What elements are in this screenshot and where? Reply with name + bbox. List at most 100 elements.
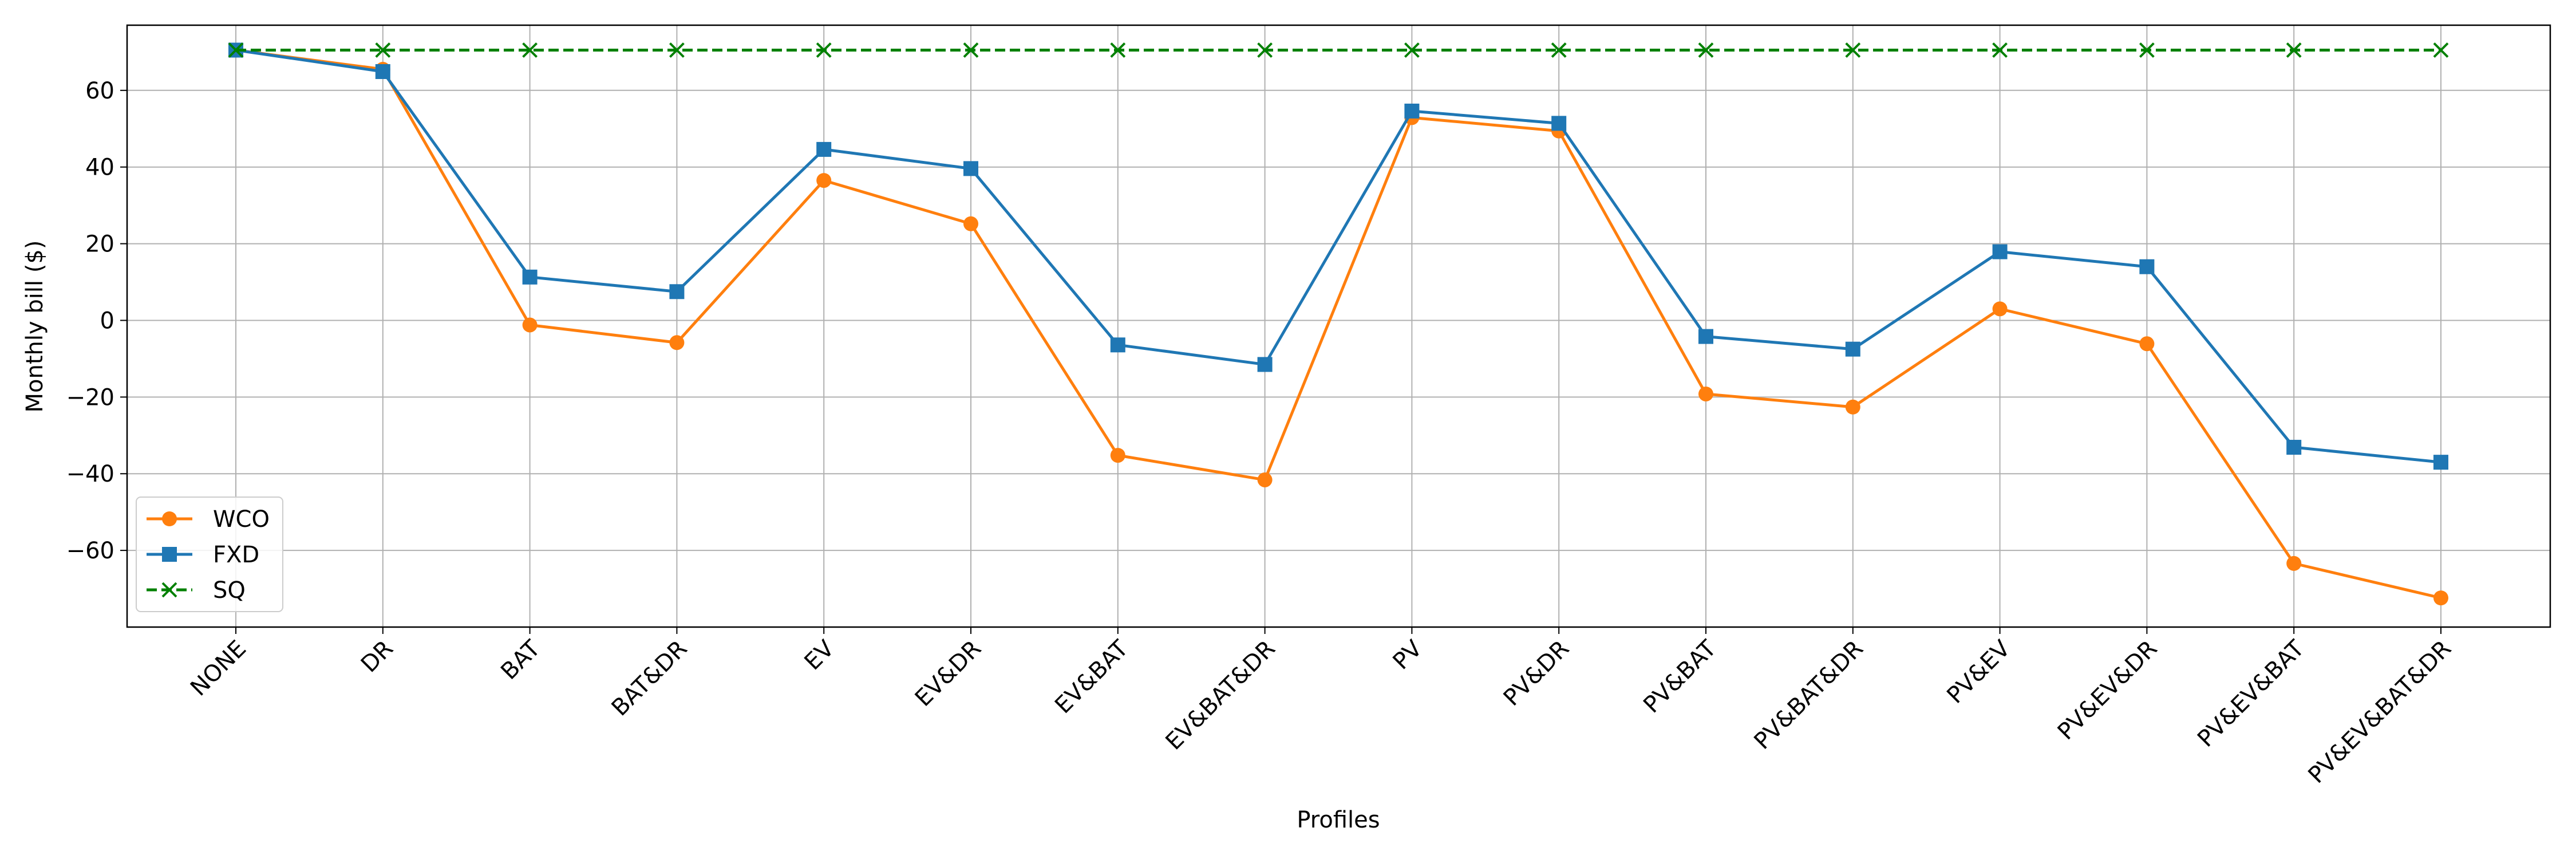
x-tick-label: PV&EV&BAT&DR (2303, 636, 2456, 789)
data-point-wco (1257, 472, 1273, 487)
marker-stroke (1698, 42, 1714, 58)
marker-stroke (161, 582, 177, 598)
data-point-fxd (1110, 337, 1125, 353)
data-point-sq (2286, 42, 2302, 58)
marker-stroke (375, 42, 391, 58)
legend-marker-fxd (162, 547, 177, 562)
data-point-fxd (1698, 329, 1713, 344)
y-tick-label: −60 (66, 538, 114, 564)
data-point-sq (2139, 42, 2155, 58)
data-point-wco (1845, 399, 1860, 415)
data-point-wco (2433, 590, 2448, 606)
plot-background (127, 25, 2550, 627)
data-point-fxd (2433, 455, 2448, 470)
data-point-sq (1257, 42, 1273, 58)
x-tick-label: PV&BAT&DR (1749, 636, 1868, 755)
data-point-sq (1551, 42, 1567, 58)
marker-stroke (1551, 42, 1567, 58)
marker-stroke (522, 42, 538, 58)
legend-box (136, 497, 283, 612)
legend: WCO FXD SQ (136, 497, 283, 612)
x-tick-label: BAT (496, 635, 546, 685)
legend-entry-sq: SQ (147, 577, 246, 604)
marker-stroke (963, 42, 979, 58)
x-tick-label: BAT&DR (607, 636, 693, 722)
x-tick-label: PV&DR (1499, 636, 1574, 711)
data-point-fxd (1257, 357, 1273, 372)
legend-marker-wco (162, 511, 177, 526)
data-point-wco (1698, 386, 1713, 401)
x-tick-label: EV&BAT (1050, 635, 1133, 719)
data-point-wco (1110, 448, 1125, 463)
plot-frame (126, 24, 2551, 628)
y-tick-label: 0 (100, 308, 114, 334)
marker-stroke (2433, 42, 2449, 58)
y-tick-label: −40 (66, 461, 114, 487)
marker-stroke (228, 42, 244, 58)
data-point-sq (963, 42, 979, 58)
y-tick-label: 20 (85, 231, 114, 258)
data-point-fxd (2139, 259, 2155, 274)
data-point-sq (816, 42, 832, 58)
marker-stroke (816, 42, 832, 58)
data-point-wco (2286, 555, 2302, 571)
series-lines (228, 42, 2449, 606)
legend-entry-wco: WCO (147, 506, 270, 533)
data-point-fxd (2286, 440, 2302, 455)
legend-label-fxd: FXD (213, 542, 259, 568)
series-sq (228, 42, 2449, 58)
data-point-fxd (1404, 103, 1420, 119)
data-point-fxd (963, 161, 978, 176)
data-point-sq (2433, 42, 2449, 58)
y-tick-label: 40 (85, 155, 114, 181)
data-point-sq (1110, 42, 1126, 58)
y-axis-label: Monthly bill ($) (22, 241, 48, 413)
x-tick-label: NONE (185, 636, 251, 702)
x-tick-label: PV&BAT (1638, 635, 1721, 718)
x-tick-label: EV&DR (910, 636, 986, 712)
series-line-fxd (235, 49, 2441, 464)
data-point-fxd (1845, 341, 1860, 357)
data-point-fxd (669, 284, 685, 300)
legend-entry-fxd: FXD (147, 542, 259, 568)
x-tick-label: PV (1388, 635, 1428, 675)
marker-stroke (669, 42, 685, 58)
x-tick-label: PV&EV&DR (2053, 636, 2163, 746)
x-tick-label: DR (356, 636, 398, 678)
data-point-fxd (522, 269, 538, 285)
data-point-fxd (375, 64, 390, 80)
legend-label-sq: SQ (213, 577, 246, 604)
legend-marker-sq (161, 582, 177, 598)
data-point-sq (522, 42, 538, 58)
data-point-wco (669, 335, 685, 350)
data-point-fxd (816, 141, 832, 157)
data-point-fxd (1992, 244, 2008, 259)
data-point-wco (1992, 301, 2008, 317)
data-point-wco (963, 216, 978, 231)
x-tick-label: EV&BAT&DR (1161, 636, 1281, 755)
data-point-sq (1845, 42, 1861, 58)
marker-stroke (2139, 42, 2155, 58)
data-point-sq (669, 42, 685, 58)
data-point-sq (1404, 42, 1420, 58)
x-tick-label: PV&EV (1942, 635, 2016, 709)
data-point-wco (2139, 336, 2155, 352)
data-point-sq (1992, 42, 2008, 58)
data-point-sq (1698, 42, 1714, 58)
data-point-fxd (1551, 116, 1567, 131)
series-line-wco (235, 49, 2441, 600)
data-point-sq (375, 42, 391, 58)
legend-label-wco: WCO (213, 506, 270, 533)
series-fxd (228, 42, 2448, 470)
marker-stroke (1257, 42, 1273, 58)
data-point-wco (522, 317, 538, 333)
grid-lines (127, 25, 2550, 627)
marker-stroke (2286, 42, 2302, 58)
x-tick-label: PV&EV&BAT (2192, 635, 2309, 752)
x-axis-label: Profiles (1297, 807, 1380, 833)
marker-stroke (1992, 42, 2008, 58)
data-point-sq (228, 42, 244, 58)
marker-stroke (1110, 42, 1126, 58)
x-tick-label: EV (800, 635, 840, 675)
